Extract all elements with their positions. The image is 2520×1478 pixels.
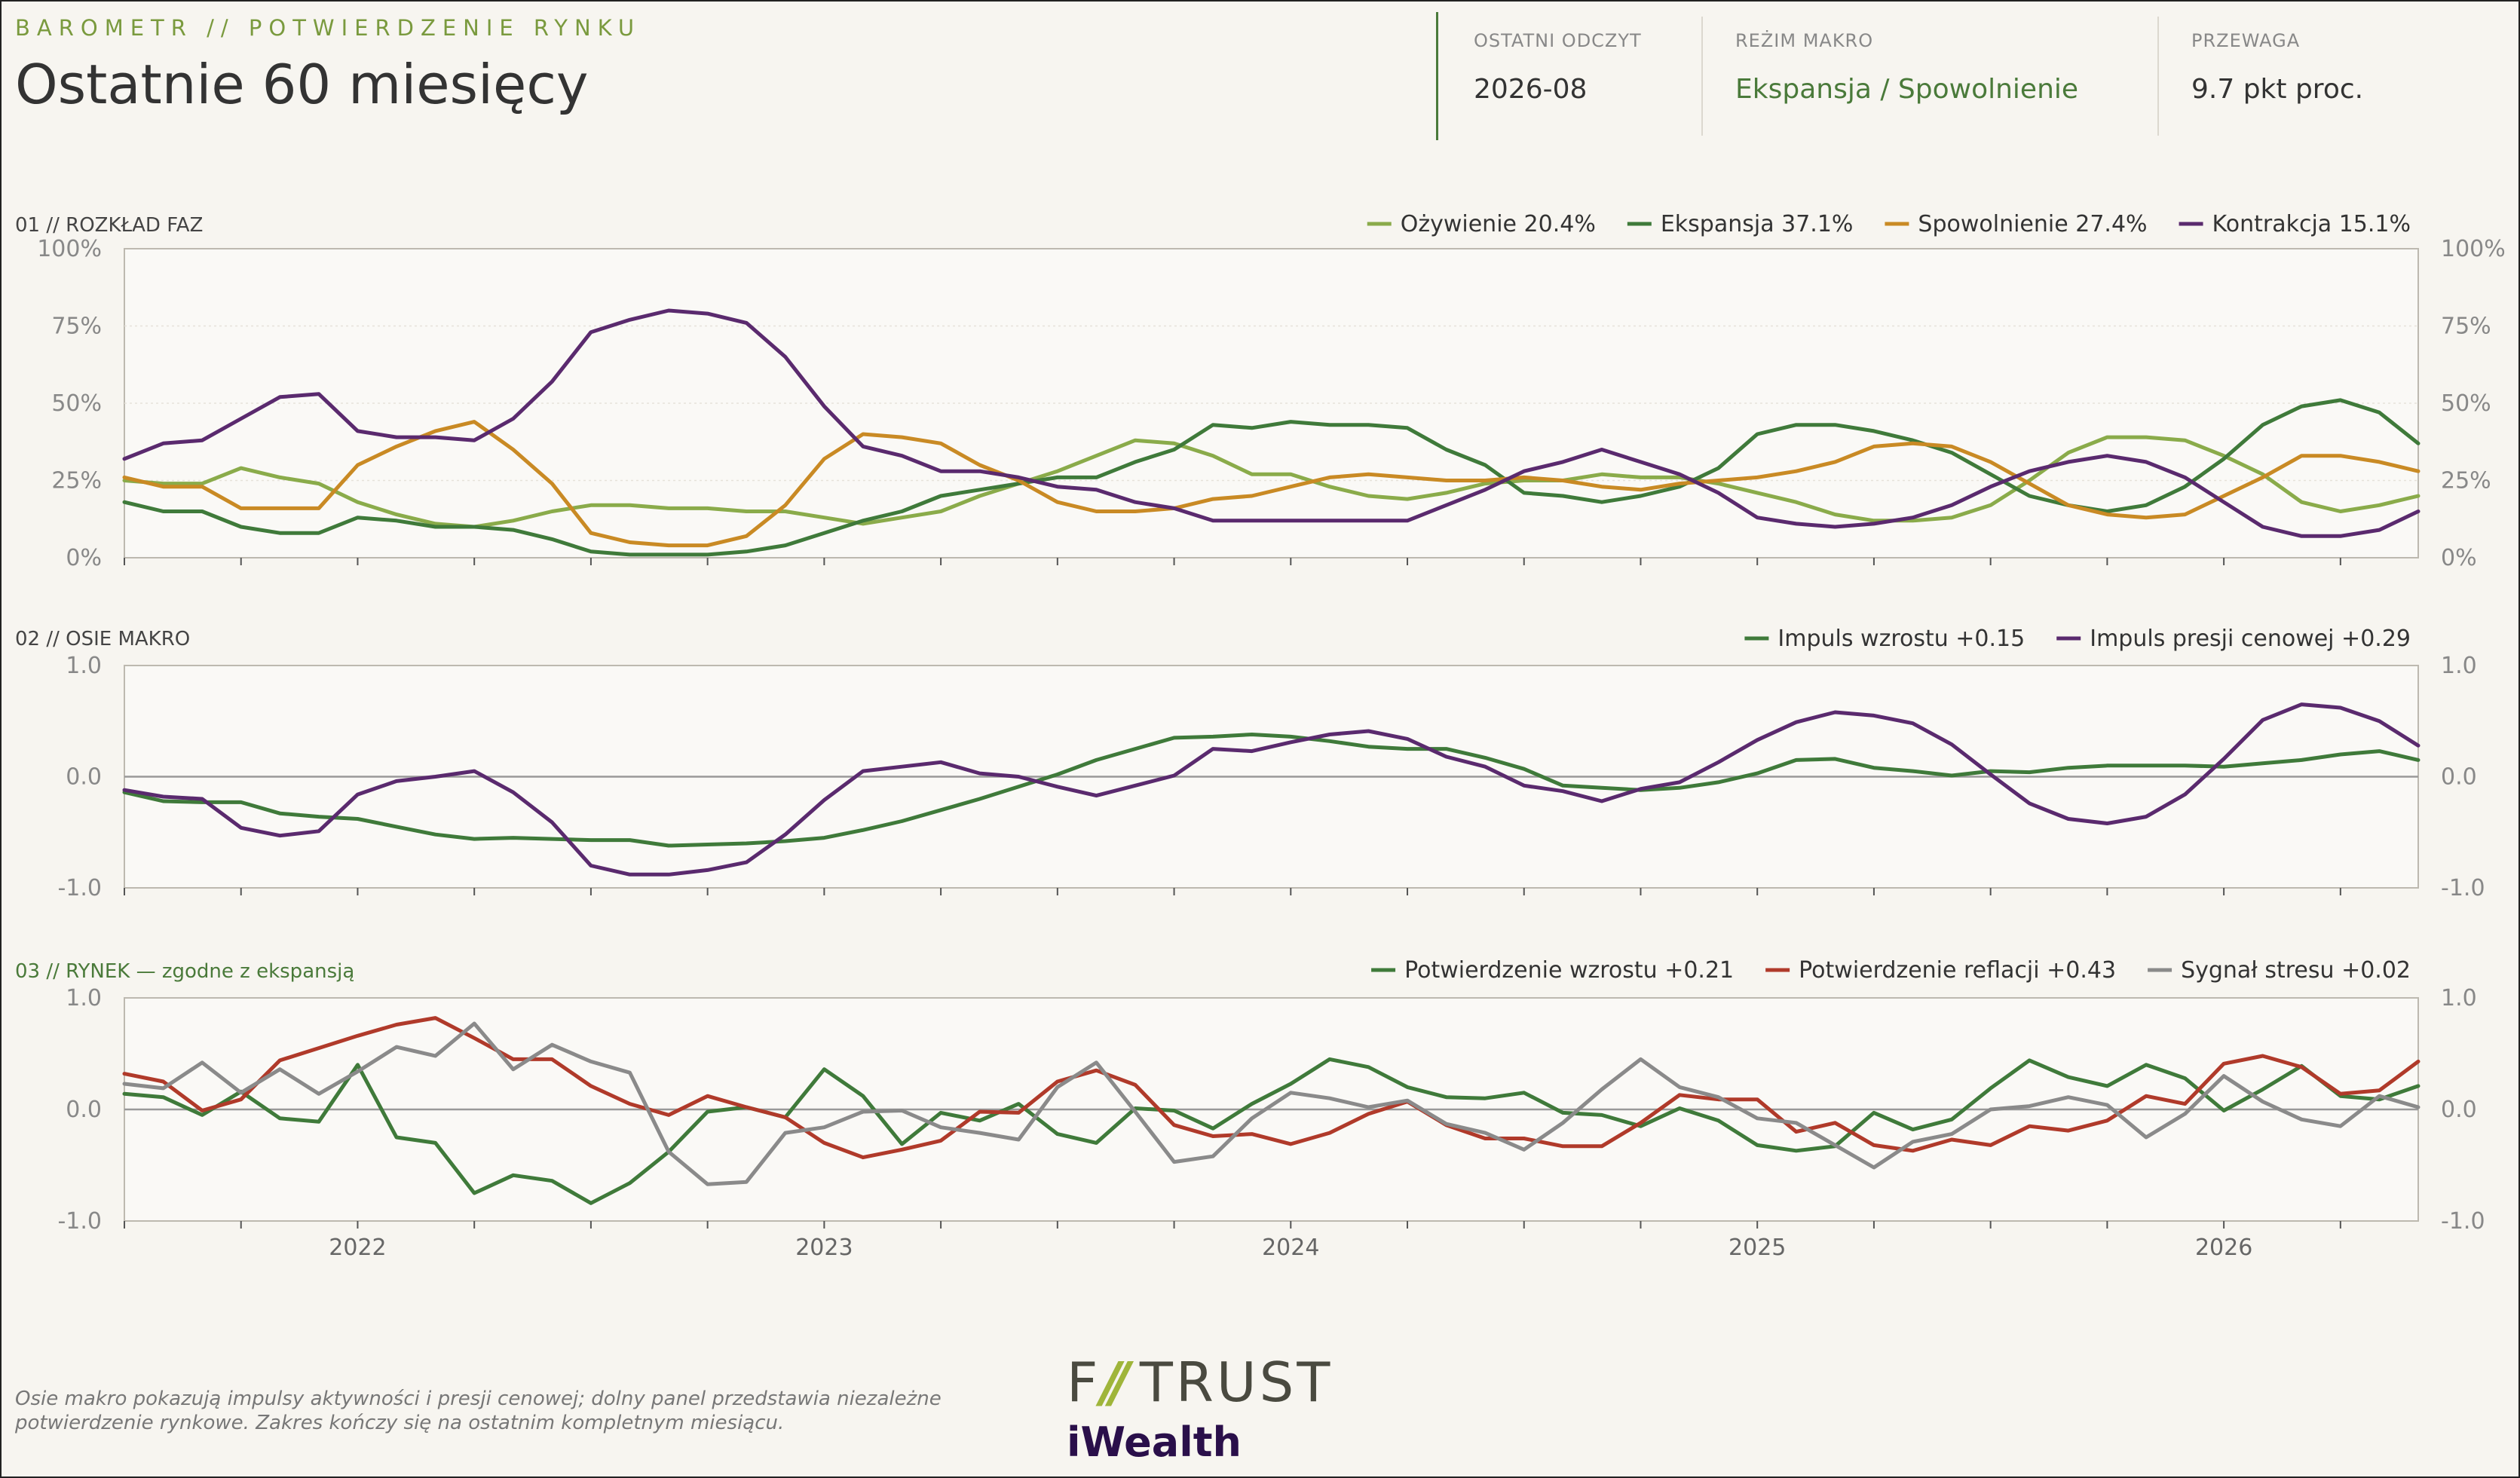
y-tick-label: 0% — [66, 545, 102, 571]
legend-label: Spowolnienie 27.4% — [1918, 211, 2147, 237]
y-tick-label-right: 1.0 — [2441, 653, 2477, 679]
panel-label: 01 // ROZKŁAD FAZ — [15, 214, 203, 237]
y-tick-label: 100% — [37, 236, 102, 262]
legend: Impuls wzrostu +0.15 Impuls presji cenowe… — [1744, 626, 2411, 652]
series-line — [122, 1057, 2420, 1205]
legend-label: Impuls presji cenowej +0.29 — [2090, 626, 2411, 652]
y-tick-label-right: 0.0 — [2441, 764, 2477, 791]
y-tick-label-right: 100% — [2441, 236, 2506, 262]
header-accent-rule — [1436, 12, 1438, 140]
stat-value-advantage: 9.7 pkt proc. — [2191, 74, 2364, 105]
header-divider — [2157, 17, 2159, 136]
y-tick-label-right: 25% — [2441, 468, 2491, 494]
legend-label: Impuls wzrostu +0.15 — [1777, 626, 2025, 652]
y-tick-label-right: 0% — [2441, 545, 2477, 571]
y-tick-label-right: 0.0 — [2441, 1097, 2477, 1123]
y-tick-label: -1.0 — [57, 1208, 102, 1235]
y-tick-label: 0.0 — [66, 1097, 102, 1123]
legend-label: Kontrakcja 15.1% — [2212, 211, 2411, 237]
header-divider — [1701, 17, 1703, 136]
x-tick-label: 2024 — [1262, 1235, 1319, 1261]
y-tick-label-right: 1.0 — [2441, 985, 2477, 1011]
series-line — [122, 420, 2420, 548]
stat-value-last-reading: 2026-08 — [1474, 74, 1588, 105]
y-tick-label: 50% — [51, 390, 102, 417]
ftrust-logo: F// TRUST — [1067, 1351, 1333, 1414]
series-line — [122, 308, 2420, 538]
x-tick-label: 2022 — [329, 1235, 386, 1261]
legend: Potwierdzenie wzrostu +0.21 Potwierdzenie… — [1371, 957, 2411, 984]
y-tick-label: 1.0 — [66, 653, 102, 679]
y-tick-label: 0.0 — [66, 764, 102, 791]
legend-label: Ekspansja 37.1% — [1661, 211, 1854, 237]
series-line — [122, 702, 2420, 877]
y-tick-label: 25% — [51, 468, 102, 494]
panel-label: 02 // OSIE MAKRO — [15, 628, 190, 650]
legend: Ożywienie 20.4% Ekspansja 37.1% Spowolnien… — [1367, 211, 2411, 237]
panel-label: 03 // RYNEK — zgodne z ekspansją — [15, 960, 354, 983]
stat-label-macro-regime: REŻIM MAKRO — [1735, 30, 1874, 51]
page-title: Ostatnie 60 miesięcy — [15, 53, 589, 116]
x-tick-label: 2026 — [2195, 1235, 2252, 1261]
x-tick-label: 2025 — [1728, 1235, 1786, 1261]
y-tick-label-right: -1.0 — [2441, 875, 2485, 901]
series-line — [122, 733, 2420, 848]
y-tick-label-right: 75% — [2441, 314, 2491, 340]
series-line — [122, 1021, 2420, 1186]
legend-label: Sygnał stresu +0.02 — [2181, 957, 2411, 984]
footnote: Osie makro pokazują impulsy aktywności i… — [15, 1388, 942, 1434]
y-tick-label-right: 50% — [2441, 390, 2491, 417]
legend-label: Potwierdzenie reflacji +0.43 — [1799, 957, 2116, 984]
y-tick-label: 75% — [51, 314, 102, 340]
stat-value-macro-regime: Ekspansja / Spowolnienie — [1735, 74, 2079, 105]
y-tick-label: 1.0 — [66, 985, 102, 1011]
stat-label-last-reading: OSTATNI ODCZYT — [1474, 30, 1642, 51]
legend-label: Ożywienie 20.4% — [1401, 211, 1596, 237]
stat-label-advantage: PRZEWAGA — [2191, 30, 2301, 51]
header-kicker: BAROMETR // POTWIERDZENIE RYNKU — [15, 15, 641, 41]
x-tick-label: 2023 — [795, 1235, 853, 1261]
series-line — [122, 398, 2420, 557]
iwealth-logo: iWealth — [1067, 1418, 1242, 1466]
y-tick-label: -1.0 — [57, 875, 102, 901]
series-line — [122, 435, 2420, 529]
y-tick-label-right: -1.0 — [2441, 1208, 2485, 1235]
legend-label: Potwierdzenie wzrostu +0.21 — [1404, 957, 1734, 984]
series-line — [122, 1016, 2420, 1160]
